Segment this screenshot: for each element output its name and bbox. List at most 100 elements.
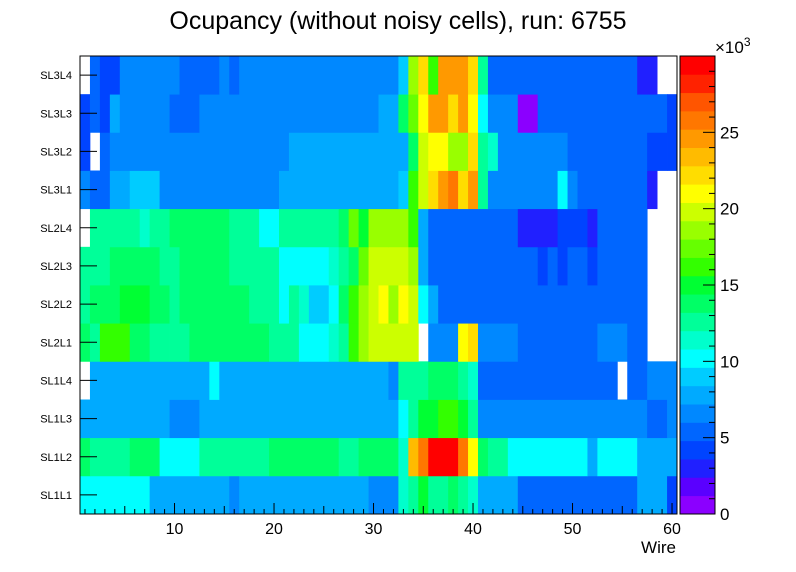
heatmap-cell bbox=[169, 208, 230, 248]
heatmap-cell bbox=[219, 56, 230, 95]
heatmap-cell bbox=[199, 399, 399, 439]
heatmap-cell bbox=[428, 170, 439, 210]
heatmap-cell bbox=[129, 437, 160, 477]
heatmap-cell bbox=[478, 399, 598, 439]
heatmap-cell bbox=[478, 437, 489, 477]
heatmap-cell bbox=[388, 285, 399, 324]
heatmap-cell bbox=[189, 323, 270, 362]
heatmap-cell bbox=[229, 208, 260, 248]
y-tick-label: SL3L3 bbox=[40, 108, 72, 120]
plot-frame bbox=[79, 55, 678, 515]
heatmap-cell bbox=[398, 246, 409, 286]
heatmap-cell bbox=[517, 323, 598, 362]
heatmap-cell bbox=[428, 437, 459, 477]
heatmap-cell bbox=[169, 399, 200, 439]
heatmap-cell bbox=[497, 132, 568, 171]
y-tick-label: SL1L4 bbox=[40, 375, 72, 387]
colorbar-swatch bbox=[680, 257, 715, 277]
colorbar-swatch bbox=[680, 275, 715, 295]
colorbar-swatch bbox=[680, 459, 715, 478]
colorbar-swatch bbox=[680, 92, 715, 112]
heatmap-cell bbox=[448, 56, 469, 95]
heatmap-cell bbox=[627, 323, 648, 362]
heatmap-cell bbox=[279, 285, 290, 324]
heatmap-cell bbox=[428, 475, 449, 515]
heatmap-cell bbox=[438, 56, 449, 95]
heatmap-cell bbox=[89, 246, 111, 286]
heatmap-cell bbox=[487, 437, 509, 477]
heatmap-cell bbox=[308, 285, 330, 324]
heatmap-cell bbox=[109, 94, 121, 133]
colorbar-swatch bbox=[680, 312, 715, 332]
colorbar-swatch bbox=[680, 56, 715, 75]
heatmap-cell bbox=[438, 323, 459, 362]
heatmap-cell bbox=[418, 208, 429, 248]
heatmap-cell bbox=[428, 132, 449, 171]
heatmap-cell bbox=[448, 94, 459, 133]
heatmap-cell bbox=[229, 246, 280, 286]
heatmap-cell bbox=[338, 437, 359, 477]
heatmap-cell bbox=[269, 323, 300, 362]
x-axis-label: Wire bbox=[641, 538, 676, 557]
heatmap-cell bbox=[468, 437, 479, 477]
heatmap-cell bbox=[338, 208, 350, 248]
heatmap-cell bbox=[587, 437, 598, 477]
heatmap-cell bbox=[647, 399, 668, 439]
heatmap-cell bbox=[358, 285, 369, 324]
heatmap-cell bbox=[537, 246, 549, 286]
heatmap-cell bbox=[328, 285, 340, 324]
heatmap-cell bbox=[478, 56, 489, 95]
x-axis: 10 20 30 40 50 60 bbox=[84, 503, 681, 538]
heatmap-cell bbox=[288, 246, 330, 286]
heatmap-cell bbox=[288, 285, 300, 324]
heatmap-cell bbox=[647, 170, 658, 210]
heatmap-cell bbox=[368, 246, 399, 286]
heatmap-cell bbox=[428, 361, 459, 400]
colorbar-swatch bbox=[680, 367, 715, 387]
heatmap-cell bbox=[408, 246, 419, 286]
heatmap-cell bbox=[438, 170, 449, 210]
heatmap-cell bbox=[507, 437, 588, 477]
heatmap-cell bbox=[348, 246, 359, 286]
heatmap-cell bbox=[169, 285, 180, 324]
heatmap-cell bbox=[129, 208, 141, 248]
colorbar-swatch bbox=[680, 220, 715, 240]
heatmap-cell bbox=[99, 94, 111, 133]
heatmap-cell bbox=[119, 94, 170, 133]
y-tick-label: SL3L1 bbox=[40, 185, 72, 197]
heatmap-cell bbox=[408, 399, 419, 439]
heatmap-cell bbox=[637, 170, 648, 210]
heatmap-cell bbox=[587, 246, 598, 286]
heatmap-cell bbox=[288, 132, 409, 171]
y-tick-label: SL2L4 bbox=[40, 223, 72, 235]
heatmap-cell bbox=[249, 285, 280, 324]
colorbar-swatch bbox=[680, 147, 715, 167]
heatmap-cell bbox=[418, 399, 439, 439]
heatmap-cell bbox=[298, 285, 310, 324]
chart-title: Ocupancy (without noisy cells), run: 675… bbox=[169, 7, 626, 35]
heatmap-cell bbox=[468, 361, 479, 400]
y-tick-label: SL1L2 bbox=[40, 452, 72, 464]
heatmap-cell bbox=[259, 208, 280, 248]
heatmap-cell bbox=[179, 56, 220, 95]
heatmap-cell bbox=[468, 94, 479, 133]
heatmap-cell bbox=[388, 208, 409, 248]
heatmap-cell bbox=[448, 132, 469, 171]
heatmap-cell bbox=[667, 94, 678, 133]
heatmap-cell bbox=[368, 208, 389, 248]
heatmap-cell bbox=[527, 94, 539, 133]
heatmap-cell bbox=[428, 208, 519, 248]
heatmap-cell bbox=[149, 285, 170, 324]
heatmap-cell bbox=[99, 132, 111, 171]
heatmap-cell bbox=[478, 132, 489, 171]
heatmap-cell bbox=[567, 132, 648, 171]
heatmap-cell bbox=[458, 170, 469, 210]
heatmap-cell bbox=[348, 208, 359, 248]
heatmap-cell bbox=[587, 208, 598, 248]
heatmap-cell bbox=[517, 56, 638, 95]
heatmap-cell bbox=[438, 399, 459, 439]
y-tick-label: SL3L4 bbox=[40, 70, 72, 82]
heatmap-cell bbox=[279, 246, 290, 286]
heatmap-cell bbox=[428, 323, 439, 362]
